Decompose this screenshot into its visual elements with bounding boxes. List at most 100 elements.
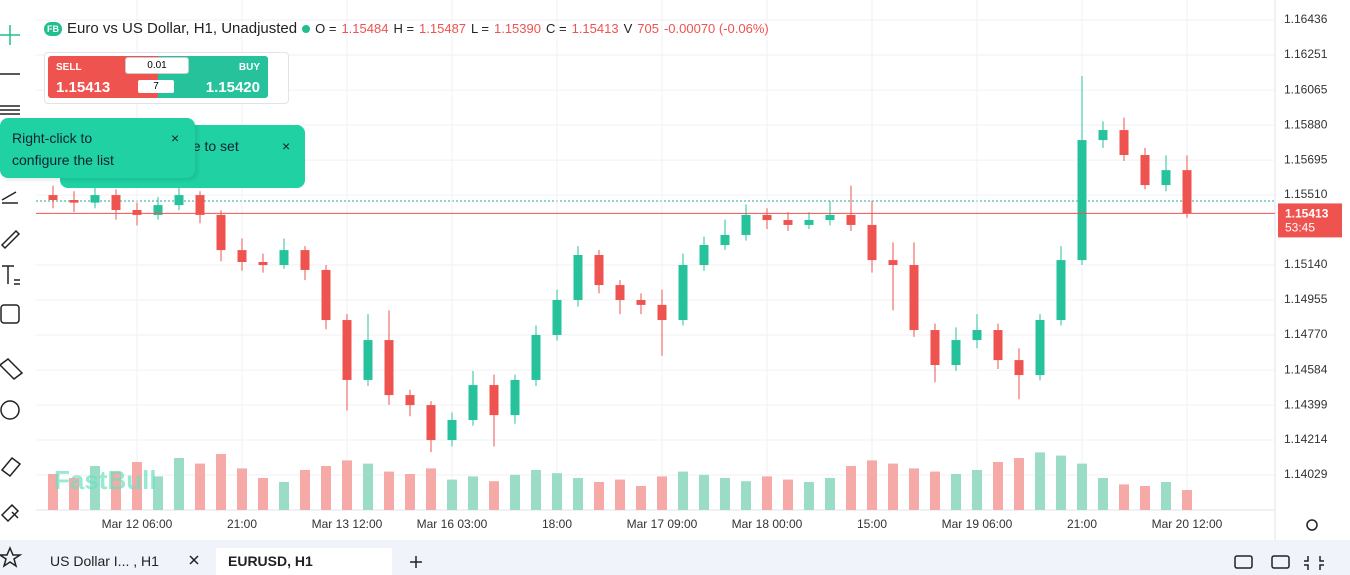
c-value: 1.15413 bbox=[571, 21, 619, 36]
candle-body bbox=[657, 304, 667, 321]
y-tick-label: 1.14955 bbox=[1284, 292, 1328, 306]
favorites[interactable] bbox=[0, 546, 23, 568]
volume-bar bbox=[258, 478, 268, 510]
settings[interactable] bbox=[1306, 519, 1318, 531]
x-tick-label: 21:00 bbox=[227, 517, 257, 531]
candle-body bbox=[678, 265, 688, 321]
y-tick-label: 1.16065 bbox=[1284, 82, 1328, 96]
magnet-tool[interactable] bbox=[0, 456, 22, 478]
tab-active[interactable]: EURUSD, H1 bbox=[216, 548, 392, 575]
x-tick-label: Mar 17 09:00 bbox=[627, 517, 698, 531]
volume-bar bbox=[972, 470, 982, 510]
candle-body bbox=[363, 340, 373, 380]
volume-bar bbox=[489, 481, 499, 510]
candle-body bbox=[888, 260, 898, 266]
legend: FB Euro vs US Dollar, H1, Unadjusted O =… bbox=[44, 20, 769, 37]
y-tick-label: 1.16251 bbox=[1284, 47, 1328, 61]
close-icon[interactable]: × bbox=[282, 138, 291, 154]
candle-body bbox=[468, 385, 478, 421]
h-label: H = bbox=[393, 21, 415, 36]
volume-bar bbox=[993, 462, 1003, 510]
candle-body bbox=[153, 205, 163, 215]
volume-bar bbox=[867, 460, 877, 510]
y-tick-label: 1.14214 bbox=[1284, 432, 1328, 446]
spread: 7 bbox=[153, 81, 159, 92]
candle-body bbox=[510, 379, 520, 416]
candle-body bbox=[1056, 260, 1066, 321]
x-tick-label: Mar 18 00:00 bbox=[732, 517, 803, 531]
candle-body bbox=[216, 214, 226, 251]
x-tick-label: Mar 12 06:00 bbox=[102, 517, 173, 531]
volume-bar bbox=[930, 471, 940, 510]
candle-body bbox=[258, 261, 268, 266]
close-icon[interactable]: × bbox=[171, 130, 180, 146]
x-tick-label: Mar 19 06:00 bbox=[942, 517, 1013, 531]
volume-bar bbox=[1119, 484, 1129, 510]
v-value: 705 bbox=[637, 21, 659, 36]
sell-price: 1.15413 bbox=[56, 79, 111, 96]
volume-bar bbox=[762, 476, 772, 510]
volume-bar bbox=[153, 476, 163, 510]
ruler-tool[interactable] bbox=[0, 358, 24, 380]
buy-price: 1.15420 bbox=[205, 79, 260, 96]
volume-bar bbox=[363, 463, 373, 510]
candle-body bbox=[867, 224, 877, 261]
tab[interactable]: US Dollar I... , H1 bbox=[38, 548, 237, 575]
y-tick-label: 1.15510 bbox=[1284, 187, 1328, 201]
tooltip-behind-text: ne to set bbox=[185, 138, 239, 154]
candle-body bbox=[552, 299, 562, 335]
lock-tool[interactable] bbox=[0, 503, 20, 523]
trade-widget: SELL 1.15413 BUY 1.15420 0.01 7 bbox=[44, 52, 289, 104]
zoom-tool[interactable] bbox=[0, 400, 20, 420]
buy-label: BUY bbox=[238, 62, 260, 73]
candle-body bbox=[300, 250, 310, 270]
badge: FB bbox=[44, 21, 62, 36]
tooltip: Right-click to configure the list × bbox=[0, 118, 195, 178]
candle-body bbox=[111, 195, 121, 211]
y-tick-label: 1.14399 bbox=[1284, 397, 1328, 411]
volume-bar bbox=[48, 474, 58, 510]
candle-body bbox=[636, 299, 646, 305]
volume-bar bbox=[825, 478, 835, 510]
volume-bar bbox=[951, 474, 961, 510]
volume-bar bbox=[720, 478, 730, 510]
candle-body bbox=[741, 214, 751, 235]
volume-bar bbox=[279, 482, 289, 510]
watermark: FastBull bbox=[54, 465, 157, 495]
brush-tool[interactable] bbox=[0, 229, 21, 250]
volume-bar bbox=[447, 479, 457, 510]
volume-bar bbox=[636, 486, 646, 510]
text-tool[interactable] bbox=[2, 265, 20, 285]
fullscreen-btn[interactable] bbox=[1304, 556, 1324, 570]
pattern-tool[interactable] bbox=[1, 191, 18, 204]
layout-btn[interactable] bbox=[1234, 555, 1253, 569]
l-label: L = bbox=[471, 21, 489, 36]
candle-body bbox=[531, 334, 541, 380]
candle-body bbox=[1119, 130, 1129, 156]
volume-bar bbox=[342, 460, 352, 510]
lot-input[interactable]: 0.01 bbox=[125, 57, 189, 74]
volume-bar bbox=[111, 471, 121, 510]
tab-label: US Dollar I... , H1 bbox=[50, 553, 159, 569]
candle-body bbox=[195, 195, 205, 215]
y-tick-label: 1.14029 bbox=[1284, 467, 1328, 481]
volume-bar bbox=[552, 473, 562, 510]
tab-label: EURUSD, H1 bbox=[228, 553, 313, 569]
volume-bar bbox=[657, 476, 667, 510]
candle-body bbox=[279, 250, 289, 266]
candle-body bbox=[783, 220, 793, 225]
volume-bar bbox=[69, 478, 79, 510]
candle-body bbox=[48, 195, 58, 200]
fib-tool[interactable] bbox=[0, 105, 20, 115]
candle-body bbox=[237, 250, 247, 262]
crosshair-tool[interactable] bbox=[0, 25, 20, 45]
icon-tool[interactable] bbox=[0, 304, 20, 324]
candle-body bbox=[90, 195, 100, 203]
window-btn[interactable] bbox=[1271, 555, 1290, 569]
candle-body bbox=[1098, 130, 1108, 141]
y-tick-label: 1.14770 bbox=[1284, 327, 1328, 341]
volume-bar bbox=[321, 466, 331, 510]
candle-body bbox=[594, 255, 604, 286]
toolbar bbox=[0, 25, 1324, 570]
candle-body bbox=[1182, 170, 1192, 214]
